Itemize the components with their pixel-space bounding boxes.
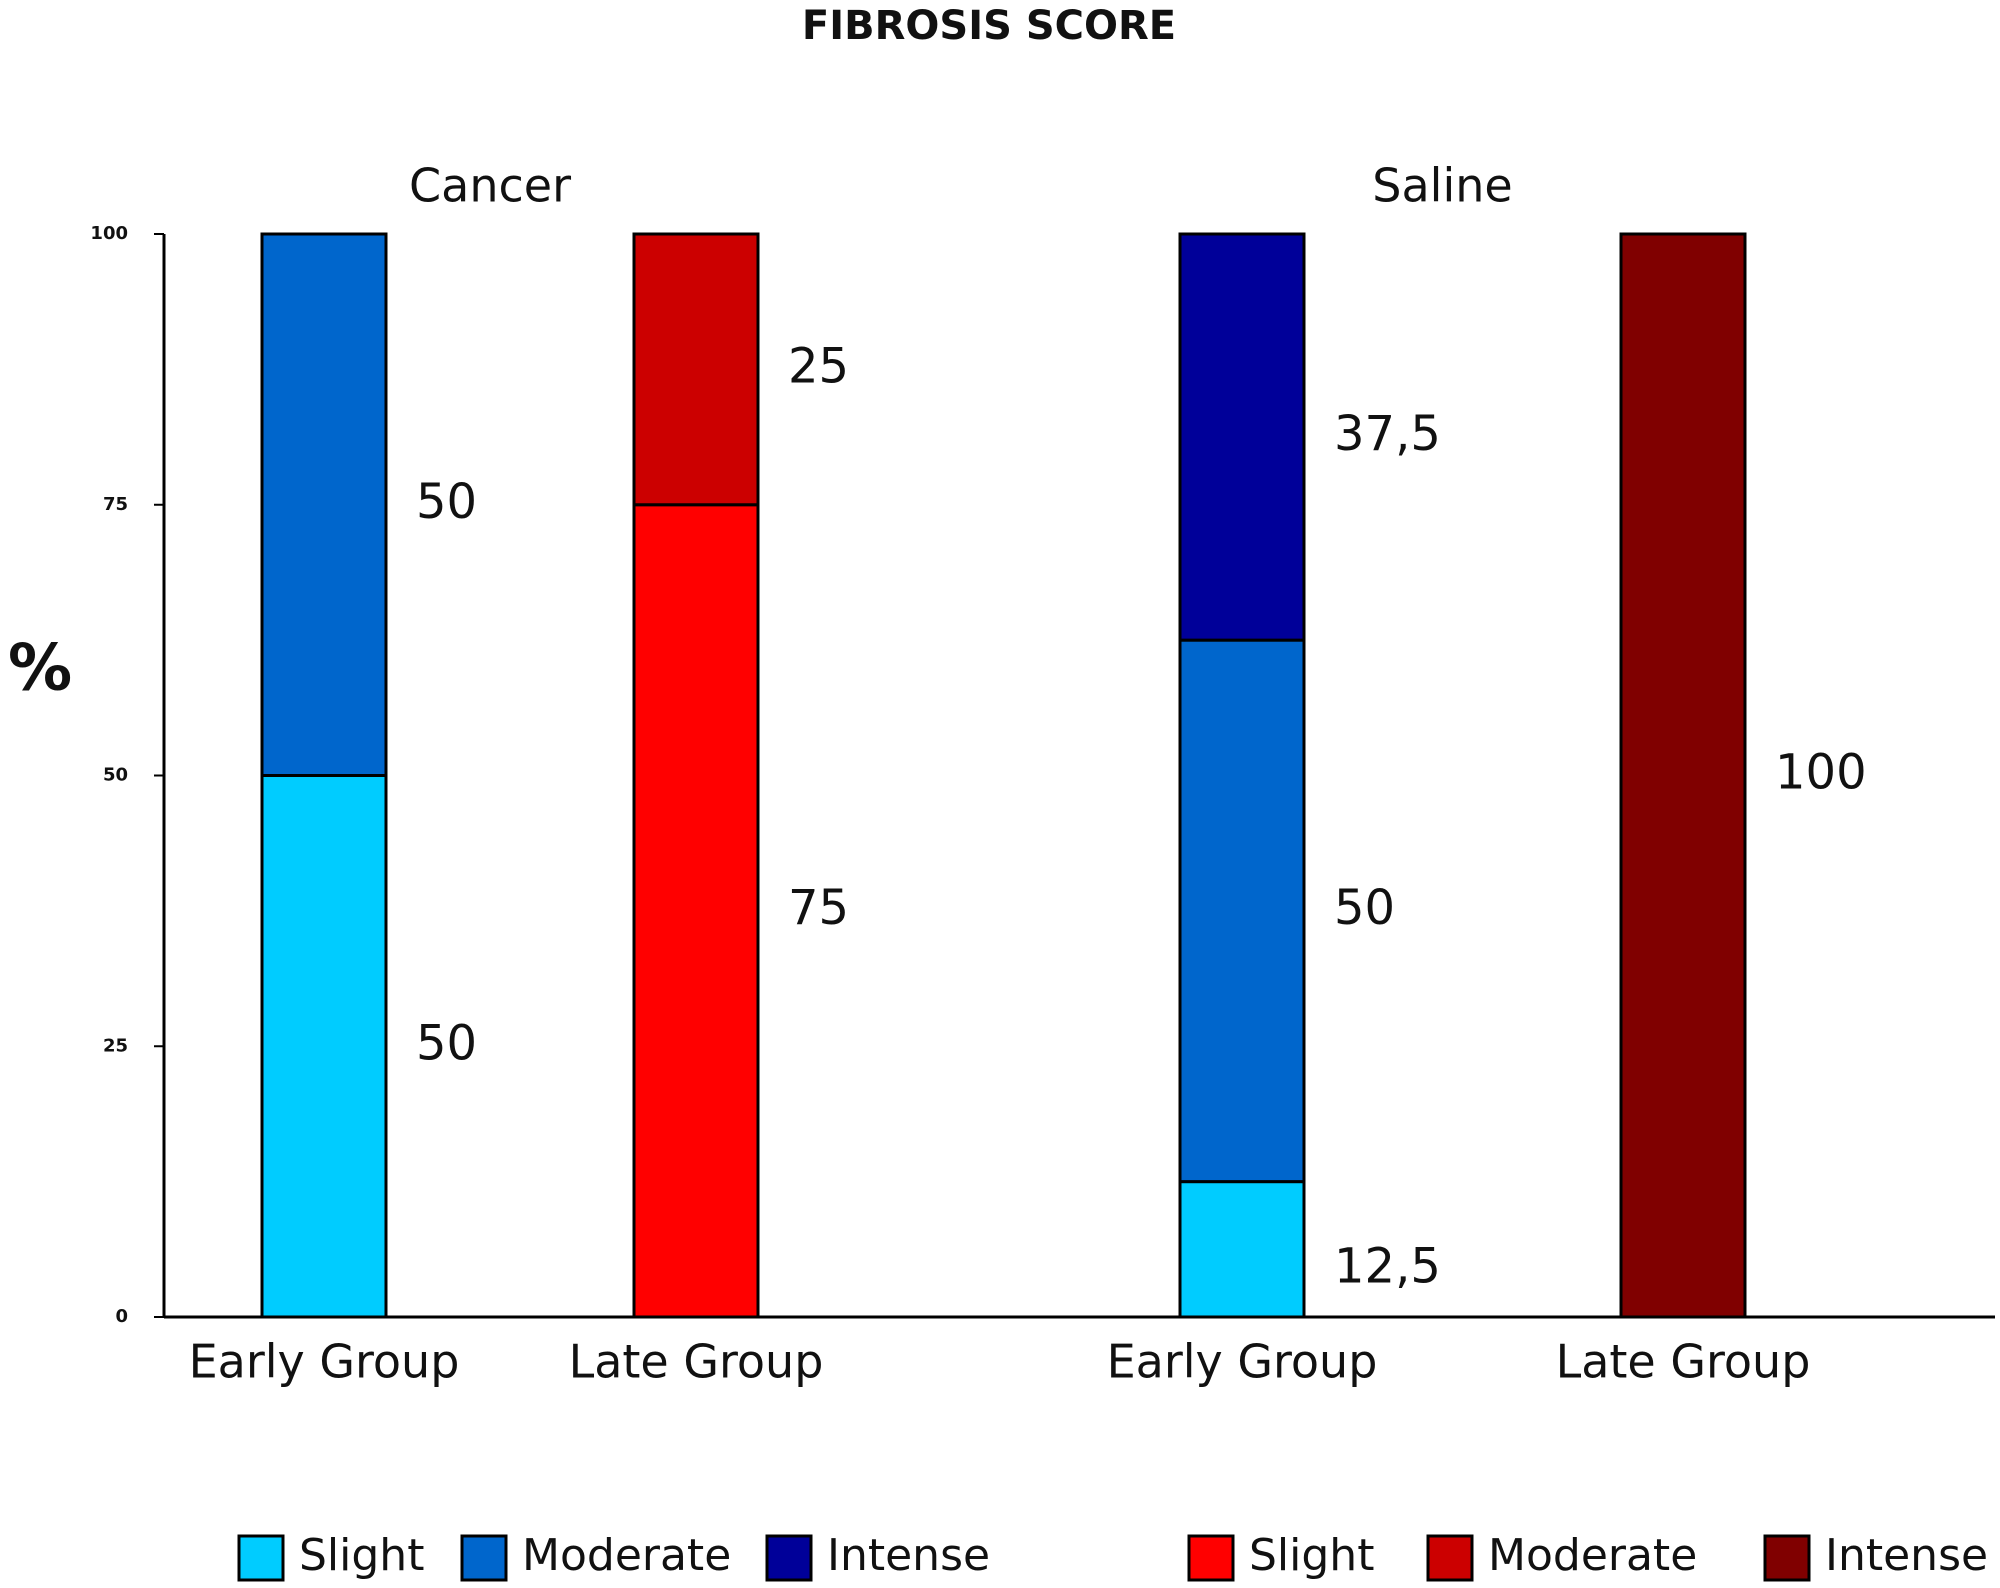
legend-swatch bbox=[1187, 1534, 1235, 1582]
data-label: 25 bbox=[788, 338, 849, 394]
bar-segment bbox=[632, 503, 760, 1319]
y-tick-label: 25 bbox=[103, 1035, 128, 1056]
data-label: 75 bbox=[788, 880, 849, 936]
legend-swatch bbox=[237, 1534, 285, 1582]
y-tick-label: 0 bbox=[115, 1306, 128, 1327]
legend-label: Intense bbox=[827, 1530, 990, 1581]
legend-swatch bbox=[460, 1534, 508, 1582]
y-tick-label: 50 bbox=[103, 765, 128, 786]
legend-label: Moderate bbox=[522, 1530, 731, 1581]
legend-label: Slight bbox=[1249, 1530, 1374, 1581]
y-tick-label: 100 bbox=[90, 223, 128, 244]
legend-label: Moderate bbox=[1488, 1530, 1697, 1581]
legend-swatch bbox=[1426, 1534, 1474, 1582]
x-tick-label: Early Group bbox=[1107, 1335, 1378, 1389]
group-label: Cancer bbox=[409, 159, 571, 213]
data-label: 50 bbox=[416, 474, 477, 530]
bar-segment bbox=[260, 232, 388, 777]
legend-swatch bbox=[765, 1534, 813, 1582]
legend-label: Slight bbox=[299, 1530, 424, 1581]
bar-segment bbox=[1178, 638, 1306, 1184]
bar-segment bbox=[632, 232, 760, 507]
data-label: 100 bbox=[1775, 745, 1867, 801]
y-tick-label: 75 bbox=[103, 494, 128, 515]
data-label: 37,5 bbox=[1334, 406, 1441, 462]
chart-title: FIBROSIS SCORE bbox=[802, 3, 1176, 49]
bar-segment bbox=[260, 774, 388, 1319]
group-label: Saline bbox=[1372, 159, 1512, 213]
legend-label: Intense bbox=[1825, 1530, 1988, 1581]
x-tick-label: Early Group bbox=[189, 1335, 460, 1389]
data-label: 50 bbox=[1334, 880, 1395, 936]
bar-segment bbox=[1619, 232, 1747, 1319]
x-tick-label: Late Group bbox=[569, 1335, 824, 1389]
data-label: 12,5 bbox=[1334, 1238, 1441, 1294]
y-axis-label: % bbox=[8, 632, 72, 706]
bar-segment bbox=[1178, 1180, 1306, 1319]
data-label: 50 bbox=[416, 1015, 477, 1071]
bar-segment bbox=[1178, 232, 1306, 642]
x-tick-label: Late Group bbox=[1556, 1335, 1811, 1389]
legend-swatch bbox=[1763, 1534, 1811, 1582]
